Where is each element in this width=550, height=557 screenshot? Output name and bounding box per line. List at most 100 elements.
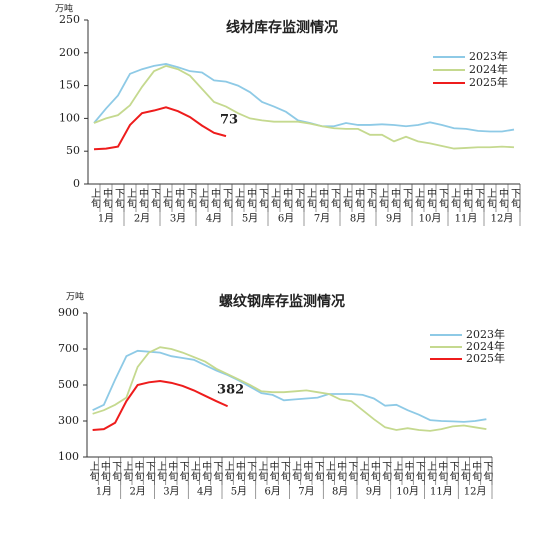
- x-tick-label: 下旬: [329, 188, 341, 209]
- x-tick-label: 上旬: [305, 188, 317, 209]
- legend-label: 2025年: [469, 75, 508, 89]
- series-line: [92, 346, 487, 432]
- x-tick-label: 上旬: [323, 461, 335, 482]
- x-tick-label: 下旬: [185, 188, 197, 209]
- x-tick-label: 中旬: [233, 460, 245, 482]
- x-tick-label: 中旬: [132, 460, 144, 482]
- x-tick-label: 下旬: [365, 188, 377, 209]
- x-tick-label: 中旬: [389, 187, 401, 209]
- series-line: [93, 106, 227, 151]
- y-tick-label: 150: [59, 79, 80, 92]
- x-tick-label: 下旬: [437, 188, 449, 209]
- month-label: 10月: [396, 486, 419, 498]
- x-tick-label: 上旬: [269, 188, 281, 209]
- month-label: 9月: [366, 486, 382, 498]
- x-tick-label: 中旬: [470, 460, 482, 482]
- series-line: [93, 64, 515, 150]
- month-label: 3月: [170, 213, 186, 225]
- month-label: 6月: [264, 486, 280, 498]
- month-label: 4月: [197, 486, 213, 498]
- legend-label: 2023年: [469, 49, 508, 63]
- legend-label: 2024年: [466, 339, 505, 353]
- legend-label: 2025年: [466, 351, 505, 365]
- x-tick-label: 中旬: [137, 187, 149, 209]
- x-tick-label: 下旬: [447, 461, 459, 482]
- month-label: 3月: [163, 486, 179, 498]
- month-label: 1月: [96, 486, 112, 498]
- month-label: 11月: [430, 486, 453, 498]
- month-label: 12月: [491, 213, 514, 225]
- series-line: [92, 349, 487, 423]
- x-tick-label: 中旬: [461, 187, 473, 209]
- value-label: 73: [220, 113, 238, 128]
- month-label: 5月: [231, 486, 247, 498]
- x-tick-label: 下旬: [473, 188, 485, 209]
- x-tick-label: 下旬: [380, 461, 392, 482]
- y-tick-label: 100: [58, 450, 79, 463]
- y-tick-label: 250: [59, 13, 80, 26]
- chart-title: 线材库存监测情况: [226, 19, 338, 36]
- x-tick-label: 上旬: [485, 188, 497, 209]
- month-label: 9月: [386, 213, 402, 225]
- month-label: 8月: [332, 486, 348, 498]
- x-tick-label: 上旬: [188, 461, 200, 482]
- month-label: 1月: [98, 213, 114, 225]
- y-tick-label: 300: [58, 414, 79, 427]
- x-tick-label: 下旬: [110, 461, 122, 482]
- x-tick-label: 中旬: [335, 460, 347, 482]
- x-tick-label: 中旬: [267, 460, 279, 482]
- month-label: 6月: [278, 213, 294, 225]
- x-tick-label: 中旬: [200, 460, 212, 482]
- x-tick-label: 下旬: [312, 461, 324, 482]
- y-tick-label: 50: [66, 144, 80, 157]
- x-tick-label: 中旬: [317, 187, 329, 209]
- y-tick-label: 100: [59, 111, 80, 124]
- x-tick-label: 上旬: [197, 188, 209, 209]
- x-tick-label: 中旬: [166, 460, 178, 482]
- x-tick-label: 上旬: [290, 461, 302, 482]
- x-tick-label: 中旬: [209, 187, 221, 209]
- x-tick-label: 中旬: [245, 187, 257, 209]
- legend-label: 2023年: [466, 327, 505, 341]
- x-tick-label: 上旬: [357, 461, 369, 482]
- y-tick-label: 500: [58, 378, 79, 391]
- month-label: 10月: [419, 213, 442, 225]
- x-tick-label: 中旬: [101, 187, 113, 209]
- x-tick-label: 下旬: [346, 461, 358, 482]
- x-tick-label: 下旬: [149, 188, 161, 209]
- x-tick-label: 中旬: [425, 187, 437, 209]
- x-tick-label: 中旬: [402, 460, 414, 482]
- y-tick-label: 200: [59, 46, 80, 59]
- x-tick-label: 上旬: [458, 461, 470, 482]
- month-label: 4月: [206, 213, 222, 225]
- x-tick-label: 上旬: [391, 461, 403, 482]
- x-tick-label: 中旬: [98, 460, 110, 482]
- x-tick-label: 上旬: [222, 461, 234, 482]
- x-tick-label: 上旬: [161, 188, 173, 209]
- y-unit: 万吨: [66, 291, 84, 303]
- x-tick-label: 下旬: [113, 188, 125, 209]
- month-label: 2月: [134, 213, 150, 225]
- x-tick-label: 下旬: [413, 461, 425, 482]
- series-line: [92, 380, 229, 431]
- x-tick-label: 中旬: [173, 187, 185, 209]
- chart-title: 螺纹钢库存监测情况: [219, 293, 345, 310]
- value-label: 382: [217, 383, 244, 398]
- x-tick-label: 上旬: [89, 188, 101, 209]
- x-tick-label: 上旬: [341, 188, 353, 209]
- x-tick-label: 中旬: [301, 460, 313, 482]
- y-tick-label: 900: [58, 306, 79, 319]
- x-tick-label: 上旬: [413, 188, 425, 209]
- x-tick-label: 下旬: [278, 461, 290, 482]
- month-label: 5月: [242, 213, 258, 225]
- x-tick-label: 上旬: [256, 461, 268, 482]
- month-label: 12月: [464, 486, 487, 498]
- x-tick-label: 下旬: [245, 461, 257, 482]
- x-tick-label: 下旬: [509, 188, 521, 209]
- x-tick-label: 上旬: [425, 461, 437, 482]
- x-tick-label: 中旬: [281, 187, 293, 209]
- month-label: 7月: [314, 213, 330, 225]
- month-label: 2月: [129, 486, 145, 498]
